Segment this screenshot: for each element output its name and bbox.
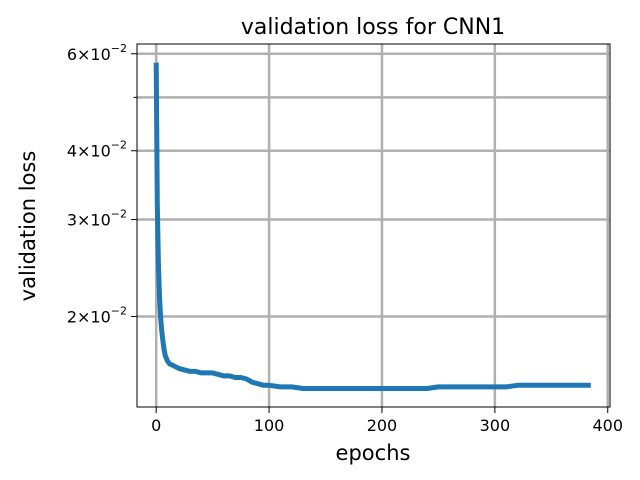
plot-frame	[136, 43, 611, 408]
y-tick-label: 4×10−2	[67, 139, 127, 161]
y-tick-label: 3×10−2	[67, 208, 127, 230]
x-tick-label: 200	[367, 416, 398, 435]
x-tick-label: 100	[254, 416, 285, 435]
x-axis: 0 100 200 300 400	[151, 407, 623, 435]
y-axis-label: validation loss	[16, 151, 40, 302]
y-tick-label: 2×10−2	[67, 305, 127, 327]
x-tick-label: 400	[592, 416, 623, 435]
grid	[137, 44, 610, 407]
series-line-group	[153, 62, 591, 391]
y-axis: 2×10−2 3×10−2 4×10−2 6×10−2	[67, 42, 137, 327]
y-tick-label: 6×10−2	[67, 42, 127, 64]
chart-title: validation loss for CNN1	[241, 15, 505, 40]
x-axis-label: epochs	[336, 441, 411, 465]
series-line	[153, 62, 591, 391]
x-tick-label: 0	[151, 416, 161, 435]
x-tick-label: 300	[480, 416, 511, 435]
